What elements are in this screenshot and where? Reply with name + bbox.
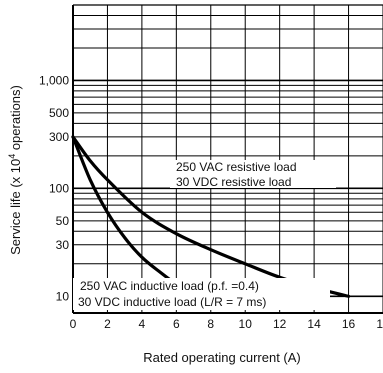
- x-tick-label: 12: [273, 317, 287, 331]
- y-tick-label: 300: [49, 130, 69, 144]
- resistive-label-30vdc: 30 VDC resistive load: [176, 175, 291, 189]
- inductive-label-30vdc: 30 VDC inductive load (L/R = 7 ms): [78, 295, 266, 309]
- y-tick-label: 1,000: [39, 73, 69, 87]
- x-tick-label: 10: [239, 317, 253, 331]
- x-tick-label: 4: [139, 317, 146, 331]
- y-tick-label: 30: [56, 238, 70, 252]
- y-tick-label: 10: [56, 289, 70, 303]
- resistive-load-labels: 250 VAC resistive load 30 VDC resistive …: [170, 160, 336, 189]
- resistive-label-250vac: 250 VAC resistive load: [176, 160, 297, 174]
- tick-labels: 1,000500300100503010024681012141618: [39, 73, 383, 331]
- x-tick-label: 2: [104, 317, 111, 331]
- x-tick-label: 18: [376, 317, 383, 331]
- resistive-label-background: [170, 160, 336, 188]
- y-axis-title-main: Service life (x 10: [8, 159, 23, 255]
- x-tick-label: 8: [207, 317, 214, 331]
- x-tick-label: 16: [342, 317, 356, 331]
- y-axis-title: Service life (x 104 operations): [7, 85, 23, 255]
- inductive-load-labels: 250 VAC inductive load (p.f. =0.4) 30 VD…: [73, 278, 330, 310]
- y-tick-label: 500: [49, 106, 69, 120]
- x-tick-label: 0: [70, 317, 77, 331]
- x-tick-label: 14: [307, 317, 321, 331]
- inductive-label-250vac: 250 VAC inductive load (p.f. =0.4): [80, 279, 259, 293]
- grid: [72, 4, 383, 314]
- y-axis-title-superscript: 4: [7, 154, 17, 159]
- x-tick-label: 6: [173, 317, 180, 331]
- y-tick-label: 100: [49, 181, 69, 195]
- y-tick-label: 50: [56, 214, 70, 228]
- x-axis-title: Rated operating current (A): [143, 350, 301, 365]
- inductive-label-background: [73, 278, 330, 310]
- y-axis-title-tail: operations): [8, 85, 23, 154]
